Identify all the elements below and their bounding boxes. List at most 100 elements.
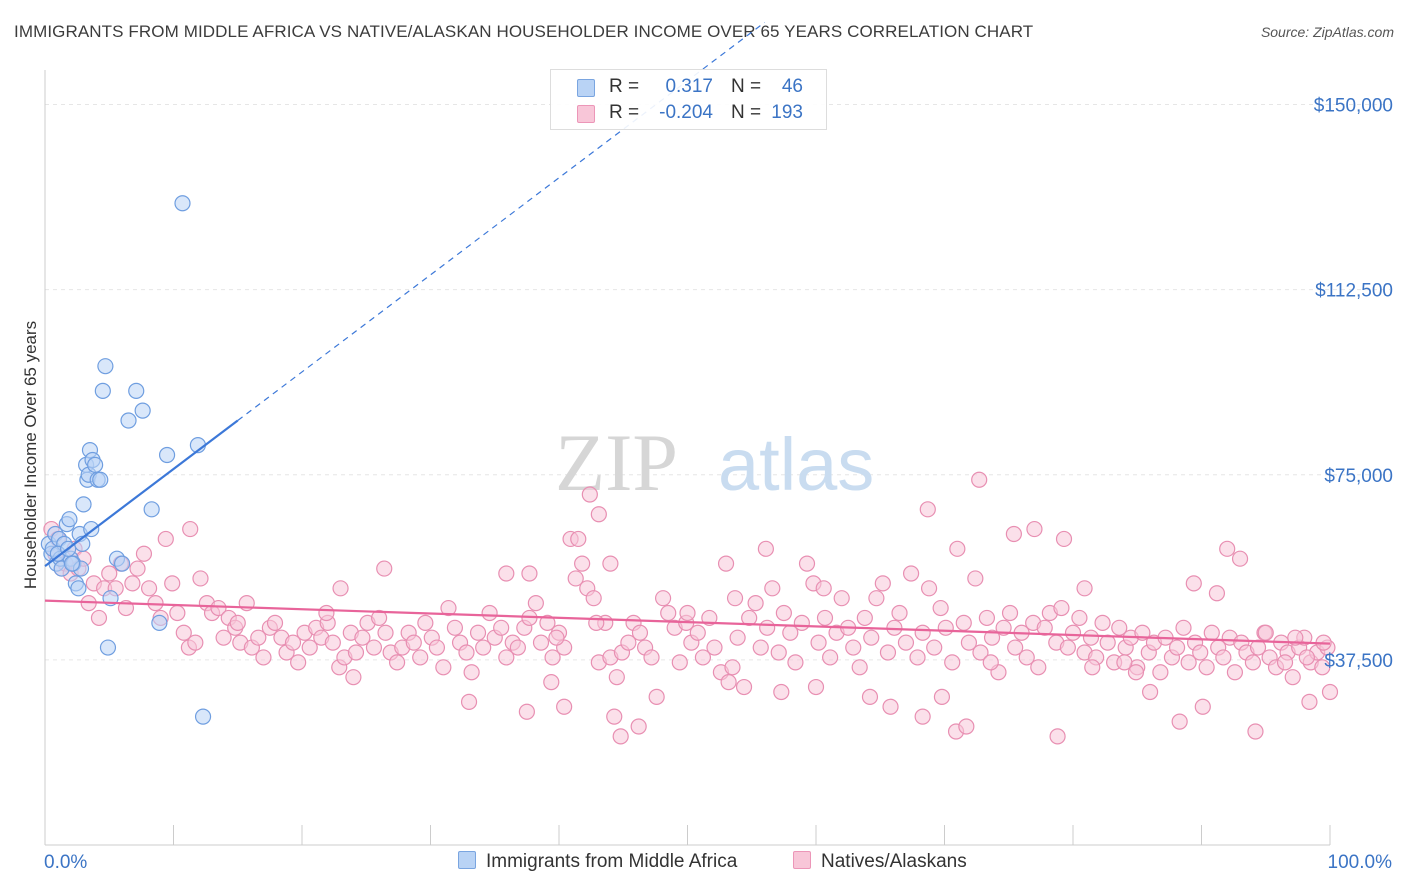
data-point (937, 619, 954, 636)
data-point (757, 540, 774, 557)
data-point (532, 634, 550, 651)
data-point (689, 624, 706, 641)
data-point (759, 619, 776, 636)
data-point (764, 580, 781, 597)
data-point (971, 471, 988, 488)
data-point (932, 599, 949, 617)
data-point (493, 619, 510, 636)
data-point (175, 624, 192, 641)
data-point (1185, 575, 1202, 592)
data-point (833, 590, 850, 607)
data-point (585, 590, 602, 607)
data-point (1018, 649, 1035, 666)
data-point (324, 634, 341, 651)
data-point (1249, 639, 1267, 656)
bottom-legend-swatch-pink (793, 851, 811, 869)
data-point (606, 708, 623, 725)
data-point (255, 649, 272, 666)
axes (44, 70, 1331, 846)
data-point (567, 570, 584, 587)
data-point (694, 649, 712, 666)
data-point (440, 599, 457, 617)
data-point (284, 634, 302, 651)
data-point (120, 412, 137, 429)
data-point (933, 688, 951, 706)
data-point (1321, 683, 1339, 701)
data-point (891, 604, 908, 622)
data-point (920, 580, 938, 597)
data-point (816, 609, 834, 627)
data-point (1111, 619, 1128, 636)
data-point (706, 639, 723, 656)
data-point (1141, 683, 1159, 701)
data-point (405, 634, 422, 651)
data-point (807, 678, 825, 696)
data-point (498, 565, 515, 582)
data-point (164, 575, 181, 592)
data-point (902, 565, 920, 582)
trend-line-blue (44, 419, 239, 567)
data-point (1094, 614, 1111, 631)
data-point (590, 506, 607, 523)
legend-r-label: R = (609, 76, 640, 97)
data-point (851, 659, 868, 676)
y-tick-label: $37,500 (1324, 651, 1393, 672)
data-point (210, 599, 227, 617)
data-point (458, 644, 475, 661)
legend-swatch-pink (577, 105, 595, 123)
data-point (1076, 580, 1093, 597)
data-point (735, 678, 753, 696)
data-point (612, 728, 629, 745)
data-point (967, 570, 984, 587)
data-point (775, 604, 792, 622)
data-point (972, 644, 989, 661)
data-point (417, 614, 434, 631)
legend-n-value: 46 (781, 76, 803, 97)
data-point (1175, 619, 1192, 636)
data-point (630, 718, 647, 735)
data-point (412, 649, 429, 666)
trend-line-pink (44, 599, 1331, 645)
data-point (982, 654, 999, 671)
data-point (960, 634, 978, 651)
data-point (773, 683, 790, 701)
data-point (608, 669, 625, 686)
data-point (926, 639, 943, 656)
data-point (1314, 659, 1331, 676)
data-point (1116, 654, 1133, 671)
data-point (135, 545, 153, 562)
source-label: Source: ZipAtlas.com (1260, 24, 1394, 40)
data-point (63, 555, 81, 572)
data-point (460, 693, 478, 710)
data-point (798, 555, 816, 572)
data-point (1215, 649, 1232, 666)
data-point (909, 649, 926, 666)
data-point (1219, 540, 1236, 557)
data-point (97, 358, 114, 375)
data-point (1203, 624, 1220, 641)
data-point (983, 629, 1001, 646)
data-point (1007, 639, 1024, 656)
data-point (654, 590, 672, 607)
data-point (1071, 609, 1088, 627)
series-immigrants-middle-africa (40, 195, 212, 725)
data-point (332, 580, 349, 597)
data-point (345, 669, 362, 686)
data-point (94, 382, 111, 399)
data-point (157, 530, 174, 548)
watermark-zip: ZIP (555, 417, 678, 508)
y-tick-labels: $37,500 $75,000 $112,500 $150,000 (1314, 96, 1393, 672)
data-point (1030, 659, 1047, 676)
data-point (128, 382, 145, 399)
data-point (543, 674, 560, 691)
data-point (318, 604, 335, 622)
data-point (949, 540, 966, 557)
data-point (129, 560, 146, 577)
data-point (1053, 599, 1070, 617)
data-point (620, 634, 637, 651)
data-point (143, 501, 160, 518)
data-point (729, 629, 746, 646)
data-point (301, 639, 318, 656)
data-point (1059, 639, 1076, 656)
